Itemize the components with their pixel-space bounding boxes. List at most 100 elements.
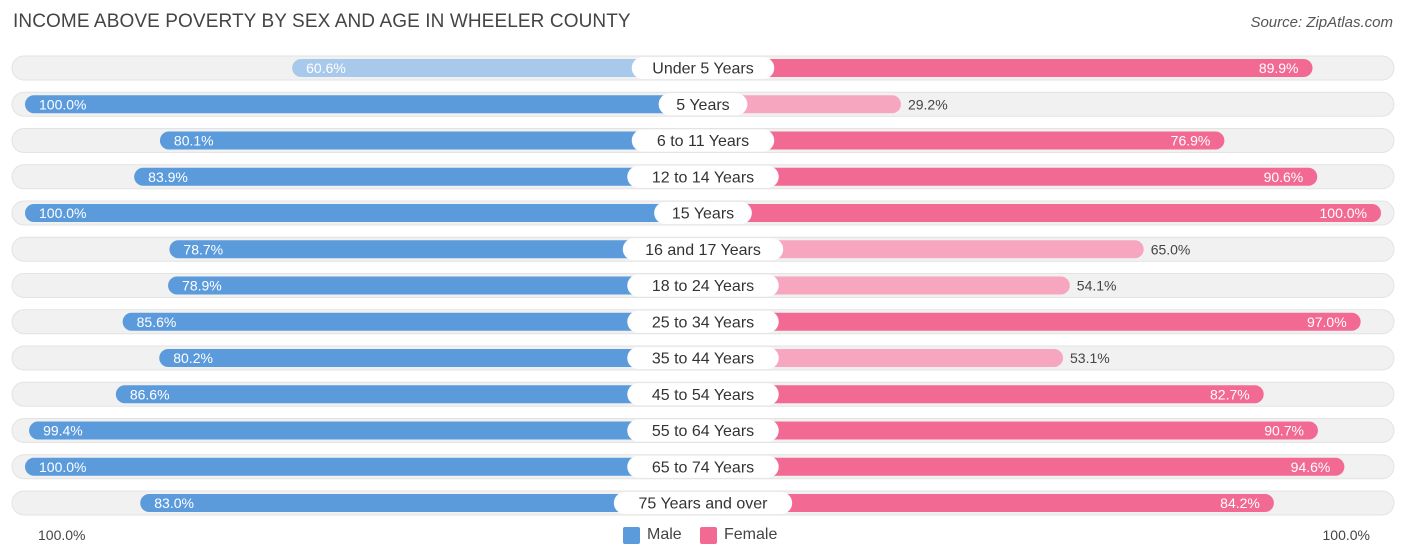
- category-pill: [631, 57, 775, 79]
- category-label: 55 to 64 Years: [652, 423, 754, 440]
- female-bar: [703, 59, 1313, 77]
- category-label: 12 to 14 Years: [652, 169, 754, 186]
- male-value-label: 100.0%: [39, 205, 86, 221]
- category-label: 35 to 44 Years: [652, 351, 754, 368]
- female-bar: [703, 95, 901, 114]
- axis-left-label: 100.0%: [38, 527, 86, 543]
- female-value-label: 84.2%: [1220, 495, 1260, 511]
- male-bar: [25, 95, 703, 114]
- male-value-label: 80.2%: [173, 350, 213, 366]
- male-value-label: 100.0%: [39, 459, 86, 475]
- category-label: Under 5 Years: [652, 61, 753, 78]
- female-value-label: 90.6%: [1264, 169, 1304, 185]
- chart-row: 80.1% 76.9% 6 to 11 Years: [11, 128, 1395, 153]
- source-label: Source: ZipAtlas.com: [1250, 14, 1393, 31]
- category-pill: [627, 383, 779, 406]
- female-bar: [703, 276, 1070, 295]
- female-value-label: 94.6%: [1291, 459, 1331, 475]
- chart-row: 85.6% 97.0% 25 to 34 Years: [11, 309, 1395, 335]
- category-pill: [613, 492, 793, 514]
- female-bar: [703, 494, 1274, 512]
- chart-row: 78.7% 65.0% 16 and 17 Years: [11, 236, 1395, 262]
- chart-row: 86.6% 82.7% 45 to 54 Years: [11, 381, 1395, 407]
- legend-male-swatch: [623, 526, 640, 544]
- category-pill: [627, 419, 779, 442]
- male-bar: [25, 457, 703, 476]
- male-bar: [29, 421, 704, 440]
- chart-row: 99.4% 90.7% 55 to 64 Years: [11, 418, 1395, 443]
- category-label: 25 to 34 Years: [652, 314, 754, 331]
- female-value-label: 65.0%: [1151, 241, 1191, 257]
- category-label: 45 to 54 Years: [652, 387, 754, 404]
- legend-female: Female: [700, 524, 777, 546]
- chart-area: 60.6% 89.9% Under 5 Years 100.0% 29.2% 5 Year…: [11, 55, 1395, 516]
- chart-row: 60.6% 89.9% Under 5 Years: [11, 55, 1395, 81]
- female-value-label: 76.9%: [1171, 133, 1211, 149]
- male-bar: [140, 494, 703, 512]
- legend-female-swatch: [700, 526, 717, 544]
- male-value-label: 80.1%: [174, 133, 214, 149]
- male-bar: [134, 167, 703, 186]
- category-label: 15 Years: [672, 206, 734, 223]
- female-bar: [703, 131, 1225, 150]
- female-value-label: 53.1%: [1070, 350, 1110, 366]
- male-bar: [159, 131, 703, 150]
- female-value-label: 54.1%: [1077, 278, 1117, 294]
- chart-row: 100.0% 100.0% 15 Years: [11, 200, 1395, 226]
- female-bar: [703, 167, 1318, 186]
- category-pill: [627, 347, 779, 369]
- male-value-label: 85.6%: [137, 314, 177, 330]
- male-bar: [168, 276, 704, 295]
- category-label: 5 Years: [676, 97, 729, 114]
- category-pill: [631, 129, 775, 152]
- female-value-label: 90.7%: [1264, 423, 1304, 439]
- category-label: 75 Years and over: [639, 496, 769, 513]
- female-bar: [703, 240, 1144, 259]
- male-value-label: 78.7%: [183, 241, 223, 257]
- female-bar: [703, 421, 1318, 440]
- chart-row: 100.0% 94.6% 65 to 74 Years: [11, 454, 1395, 480]
- female-bar: [703, 204, 1381, 222]
- male-value-label: 78.9%: [182, 278, 222, 294]
- legend-female-label: Female: [724, 526, 778, 543]
- male-bar: [169, 240, 703, 259]
- female-value-label: 82.7%: [1210, 386, 1250, 402]
- female-bar: [703, 312, 1361, 331]
- chart-row: 78.9% 54.1% 18 to 24 Years: [11, 273, 1395, 298]
- male-bar: [292, 59, 703, 77]
- male-value-label: 86.6%: [130, 386, 170, 402]
- male-bar: [25, 204, 703, 222]
- category-label: 6 to 11 Years: [657, 133, 749, 150]
- male-value-label: 99.4%: [43, 423, 83, 439]
- category-pill: [627, 455, 779, 478]
- female-value-label: 100.0%: [1320, 205, 1367, 221]
- female-value-label: 89.9%: [1259, 60, 1299, 76]
- chart-row: 83.9% 90.6% 12 to 14 Years: [11, 164, 1395, 190]
- male-bar: [159, 349, 703, 367]
- male-bar: [122, 312, 703, 331]
- legend-male: Male: [623, 524, 682, 546]
- legend: Male Female: [0, 524, 1406, 546]
- female-bar: [703, 457, 1345, 476]
- category-label: 16 and 17 Years: [645, 242, 761, 259]
- category-pill: [654, 202, 752, 224]
- female-value-label: 29.2%: [908, 96, 948, 112]
- category-pill: [627, 165, 779, 188]
- category-pill: [627, 310, 779, 333]
- male-value-label: 83.0%: [154, 495, 194, 511]
- chart-title: INCOME ABOVE POVERTY BY SEX AND AGE IN W…: [13, 11, 631, 32]
- male-value-label: 100.0%: [39, 96, 86, 112]
- chart-row: 100.0% 29.2% 5 Years: [11, 91, 1395, 117]
- female-value-label: 97.0%: [1307, 314, 1347, 330]
- female-bar: [703, 349, 1064, 367]
- male-value-label: 60.6%: [306, 60, 346, 76]
- category-pill: [658, 93, 748, 116]
- chart-row: 80.2% 53.1% 35 to 44 Years: [11, 345, 1395, 371]
- category-pill: [622, 238, 784, 261]
- legend-male-label: Male: [647, 526, 682, 543]
- category-label: 65 to 74 Years: [652, 459, 754, 476]
- chart-row: 83.0% 84.2% 75 Years and over: [11, 490, 1395, 516]
- axis-right-label: 100.0%: [1322, 527, 1370, 543]
- category-pill: [627, 274, 779, 297]
- male-value-label: 83.9%: [148, 169, 188, 185]
